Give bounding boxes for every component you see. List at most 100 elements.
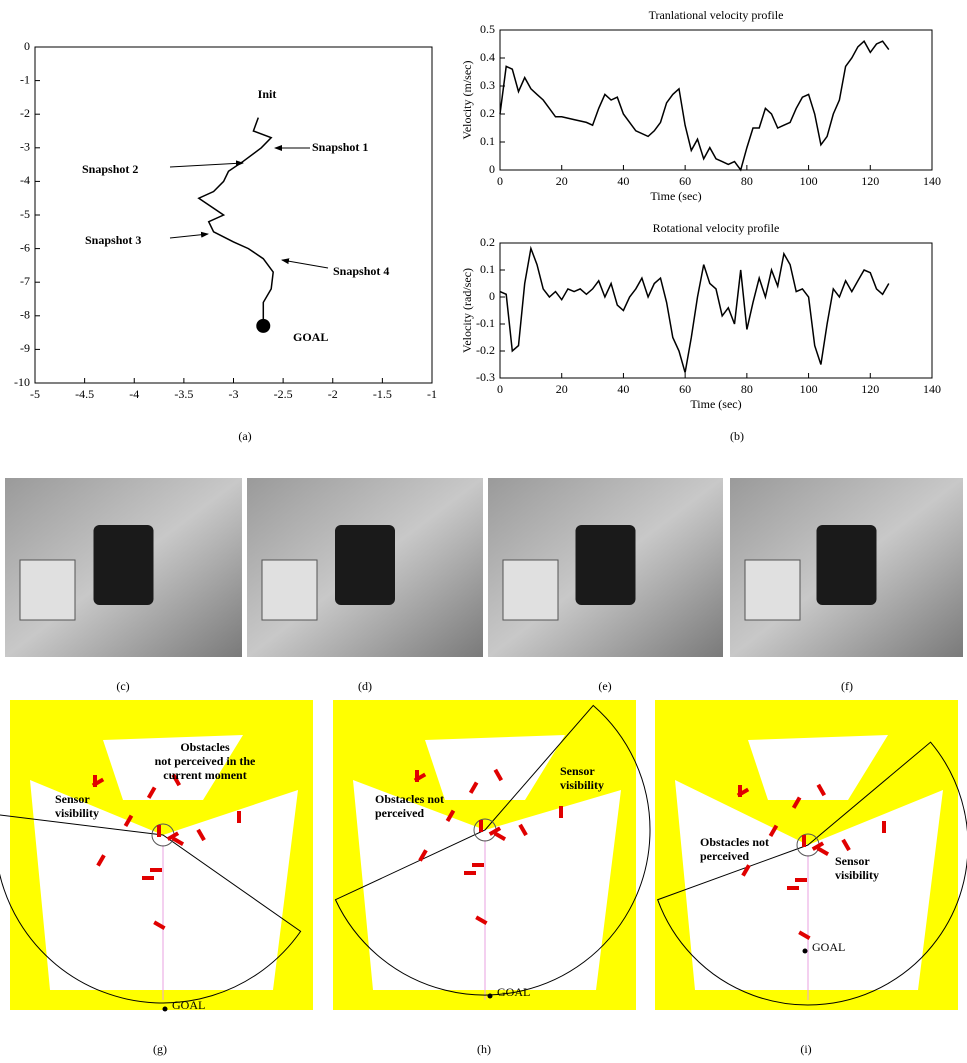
- map-annotation: Obstacles not: [700, 835, 769, 849]
- y-tick-label: 0.4: [480, 50, 495, 64]
- y-tick-label: -5: [20, 207, 30, 221]
- map-annotation: visibility: [560, 778, 604, 792]
- y-tick-label: 0.1: [480, 262, 495, 276]
- y-tick-label: -8: [20, 308, 30, 322]
- y-tick-label: -6: [20, 240, 30, 254]
- y-tick-label: 0.5: [480, 22, 495, 36]
- map-annotation: Sensor: [55, 792, 90, 806]
- y-tick-label: -0.2: [476, 343, 495, 357]
- obstacle: [882, 821, 886, 833]
- y-tick-label: 0.2: [480, 235, 495, 249]
- y-tick-label: -4: [20, 173, 30, 187]
- y-tick-label: 0: [489, 289, 495, 303]
- annotation-arrow: [282, 260, 328, 268]
- robot: [335, 525, 395, 605]
- y-tick-label: -0.1: [476, 316, 495, 330]
- map-annotation: Sensor: [835, 854, 870, 868]
- box: [503, 560, 558, 620]
- y-tick-label: -0.3: [476, 370, 495, 384]
- y-axis-label: Velocity (rad/sec): [460, 268, 474, 353]
- x-tick-label: -4.5: [75, 387, 94, 401]
- obstacle: [472, 863, 484, 867]
- map-annotation: visibility: [55, 806, 99, 820]
- box: [262, 560, 317, 620]
- figure: -5-4.5-4-3.5-3-2.5-2-1.5-10-1-2-3-4-5-6-…: [0, 0, 967, 1063]
- y-tick-label: -10: [14, 375, 30, 389]
- y-axis-label: Velocity (m/sec): [460, 61, 474, 140]
- x-tick-label: -5: [30, 387, 40, 401]
- x-tick-label: 140: [923, 174, 941, 188]
- map-annotation: visibility: [835, 868, 879, 882]
- map-annotation: current moment: [163, 768, 246, 782]
- x-axis-label: Time (sec): [650, 189, 701, 203]
- x-tick-label: -3: [229, 387, 239, 401]
- panel-label: (d): [358, 679, 372, 693]
- y-tick-label: 0: [24, 39, 30, 53]
- panel-label: (f): [841, 679, 853, 693]
- y-tick-label: 0: [489, 162, 495, 176]
- annotation: Init: [258, 87, 277, 101]
- x-tick-label: -2.5: [274, 387, 293, 401]
- y-tick-label: 0.1: [480, 134, 495, 148]
- obstacle: [150, 868, 162, 872]
- annotation: Snapshot 1: [312, 140, 368, 154]
- x-tick-label: 0: [497, 174, 503, 188]
- panel-label: (e): [598, 679, 611, 693]
- x-tick-label: 40: [617, 174, 629, 188]
- box: [745, 560, 800, 620]
- y-tick-label: -1: [20, 72, 30, 86]
- y-tick-label: 0.2: [480, 106, 495, 120]
- goal-point: [256, 319, 270, 333]
- map-annotation: GOAL: [172, 998, 205, 1012]
- x-tick-label: 60: [679, 174, 691, 188]
- obstacle: [559, 806, 563, 818]
- x-tick-label: 140: [923, 382, 941, 396]
- map-annotation: Obstacles not: [375, 792, 444, 806]
- map-annotation: not perceived in the: [155, 754, 256, 768]
- panel-label: (h): [477, 1042, 491, 1056]
- annotation: Snapshot 4: [333, 264, 389, 278]
- panel-label: (c): [116, 679, 129, 693]
- data-line: [500, 248, 889, 372]
- x-tick-label: -4: [129, 387, 139, 401]
- plot-frame: [500, 243, 932, 378]
- y-tick-label: -7: [20, 274, 30, 288]
- y-tick-label: 0.3: [480, 78, 495, 92]
- goal-dot: [488, 994, 493, 999]
- x-tick-label: -1: [427, 387, 437, 401]
- robot: [576, 525, 636, 605]
- annotation: Snapshot 2: [82, 162, 138, 176]
- x-tick-label: 0: [497, 382, 503, 396]
- map-annotation: GOAL: [812, 940, 845, 954]
- x-tick-label: 40: [617, 382, 629, 396]
- panel-label: (a): [238, 429, 251, 443]
- goal-dot: [803, 949, 808, 954]
- annotation-arrow: [170, 234, 208, 238]
- y-tick-label: -2: [20, 106, 30, 120]
- plot-frame: [35, 47, 432, 383]
- obstacle: [795, 878, 807, 882]
- obstacle: [237, 811, 241, 823]
- x-tick-label: 80: [741, 174, 753, 188]
- x-tick-label: -1.5: [373, 387, 392, 401]
- goal-dot: [163, 1007, 168, 1012]
- obstacle: [787, 886, 799, 890]
- robot: [94, 525, 154, 605]
- annotation: Snapshot 3: [85, 233, 141, 247]
- map-annotation: GOAL: [497, 985, 530, 999]
- chart-title: Rotational velocity profile: [653, 221, 780, 235]
- map-annotation: Obstacles: [180, 740, 230, 754]
- obstacle: [157, 825, 161, 837]
- map-annotation: perceived: [375, 806, 424, 820]
- x-tick-label: 20: [556, 174, 568, 188]
- chart-title: Tranlational velocity profile: [649, 8, 784, 22]
- x-tick-label: 120: [861, 174, 879, 188]
- map-annotation: perceived: [700, 849, 749, 863]
- x-tick-label: 80: [741, 382, 753, 396]
- panel-label: (i): [800, 1042, 811, 1056]
- x-tick-label: 60: [679, 382, 691, 396]
- obstacle: [142, 876, 154, 880]
- obstacle: [802, 835, 806, 847]
- x-tick-label: 120: [861, 382, 879, 396]
- map-annotation: Sensor: [560, 764, 595, 778]
